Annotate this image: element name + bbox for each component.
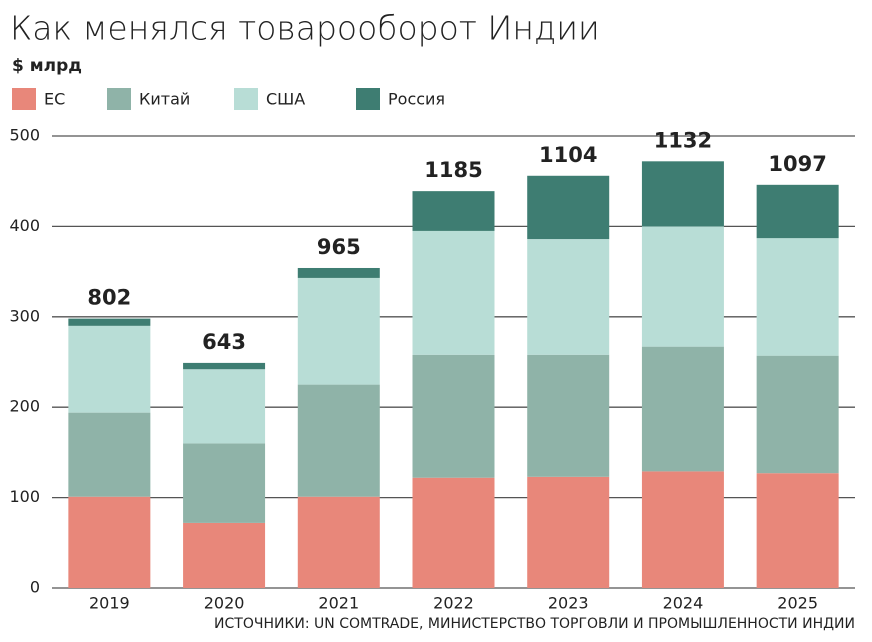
bar-segment (412, 354, 495, 478)
y-tick-label: 400 (9, 216, 40, 235)
total-label: 1104 (539, 143, 597, 167)
total-label: 1097 (768, 152, 826, 176)
legend-label: США (266, 90, 305, 109)
bar-segment (297, 267, 380, 278)
bar-segment (68, 325, 151, 413)
x-tick-label: 2022 (433, 594, 474, 613)
legend-label: Китай (139, 90, 190, 109)
bar-segment (641, 471, 724, 588)
x-tick-label: 2021 (318, 594, 359, 613)
bar-segment (68, 318, 151, 326)
bar-segment (297, 384, 380, 497)
legend-swatch (12, 88, 36, 110)
chart-title: Как менялся товарооборот Индии (10, 9, 600, 48)
bar-segment (641, 226, 724, 347)
bar-segment (183, 369, 266, 444)
bar-segment (68, 496, 151, 588)
bar-segment (68, 412, 151, 497)
bar-segment (756, 238, 839, 356)
x-tick-label: 2025 (777, 594, 818, 613)
legend-swatch (356, 88, 380, 110)
bar-segment (412, 477, 495, 588)
legend-label: Россия (388, 90, 445, 109)
bar-segment (527, 476, 610, 588)
bar-segment (183, 522, 266, 588)
bar-segment (527, 239, 610, 355)
bar-segment (412, 191, 495, 231)
y-tick-label: 100 (9, 487, 40, 506)
source: ИСТОЧНИКИ: UN COMTRADE, МИНИСТЕРСТВО ТОР… (214, 616, 855, 632)
total-label: 802 (87, 286, 131, 310)
bar-segment (641, 346, 724, 472)
total-label: 965 (317, 235, 361, 259)
x-tick-label: 2024 (663, 594, 704, 613)
total-label: 1132 (654, 128, 712, 152)
total-label: 643 (202, 330, 246, 354)
bar-segment (297, 277, 380, 385)
y-tick-label: 300 (9, 306, 40, 325)
bar-segment (183, 362, 266, 370)
x-tick-label: 2019 (89, 594, 130, 613)
y-tick-label: 0 (30, 578, 40, 597)
legend-swatch (234, 88, 258, 110)
bar-segment (297, 496, 380, 588)
legend-swatch (107, 88, 131, 110)
legend-label: ЕС (44, 90, 65, 109)
bar-segment (756, 184, 839, 239)
chart-subtitle: $ млрд (12, 56, 82, 76)
y-tick-label: 200 (9, 397, 40, 416)
bar-segment (756, 473, 839, 588)
x-tick-label: 2020 (204, 594, 245, 613)
y-tick-label: 500 (9, 126, 40, 145)
bar-segment (527, 175, 610, 240)
bar-segment (527, 354, 610, 477)
bar-segment (412, 230, 495, 355)
bar-segment (183, 443, 266, 523)
bar-segment (756, 355, 839, 474)
bar-segment (641, 161, 724, 227)
total-label: 1185 (424, 158, 482, 182)
x-tick-label: 2023 (548, 594, 589, 613)
